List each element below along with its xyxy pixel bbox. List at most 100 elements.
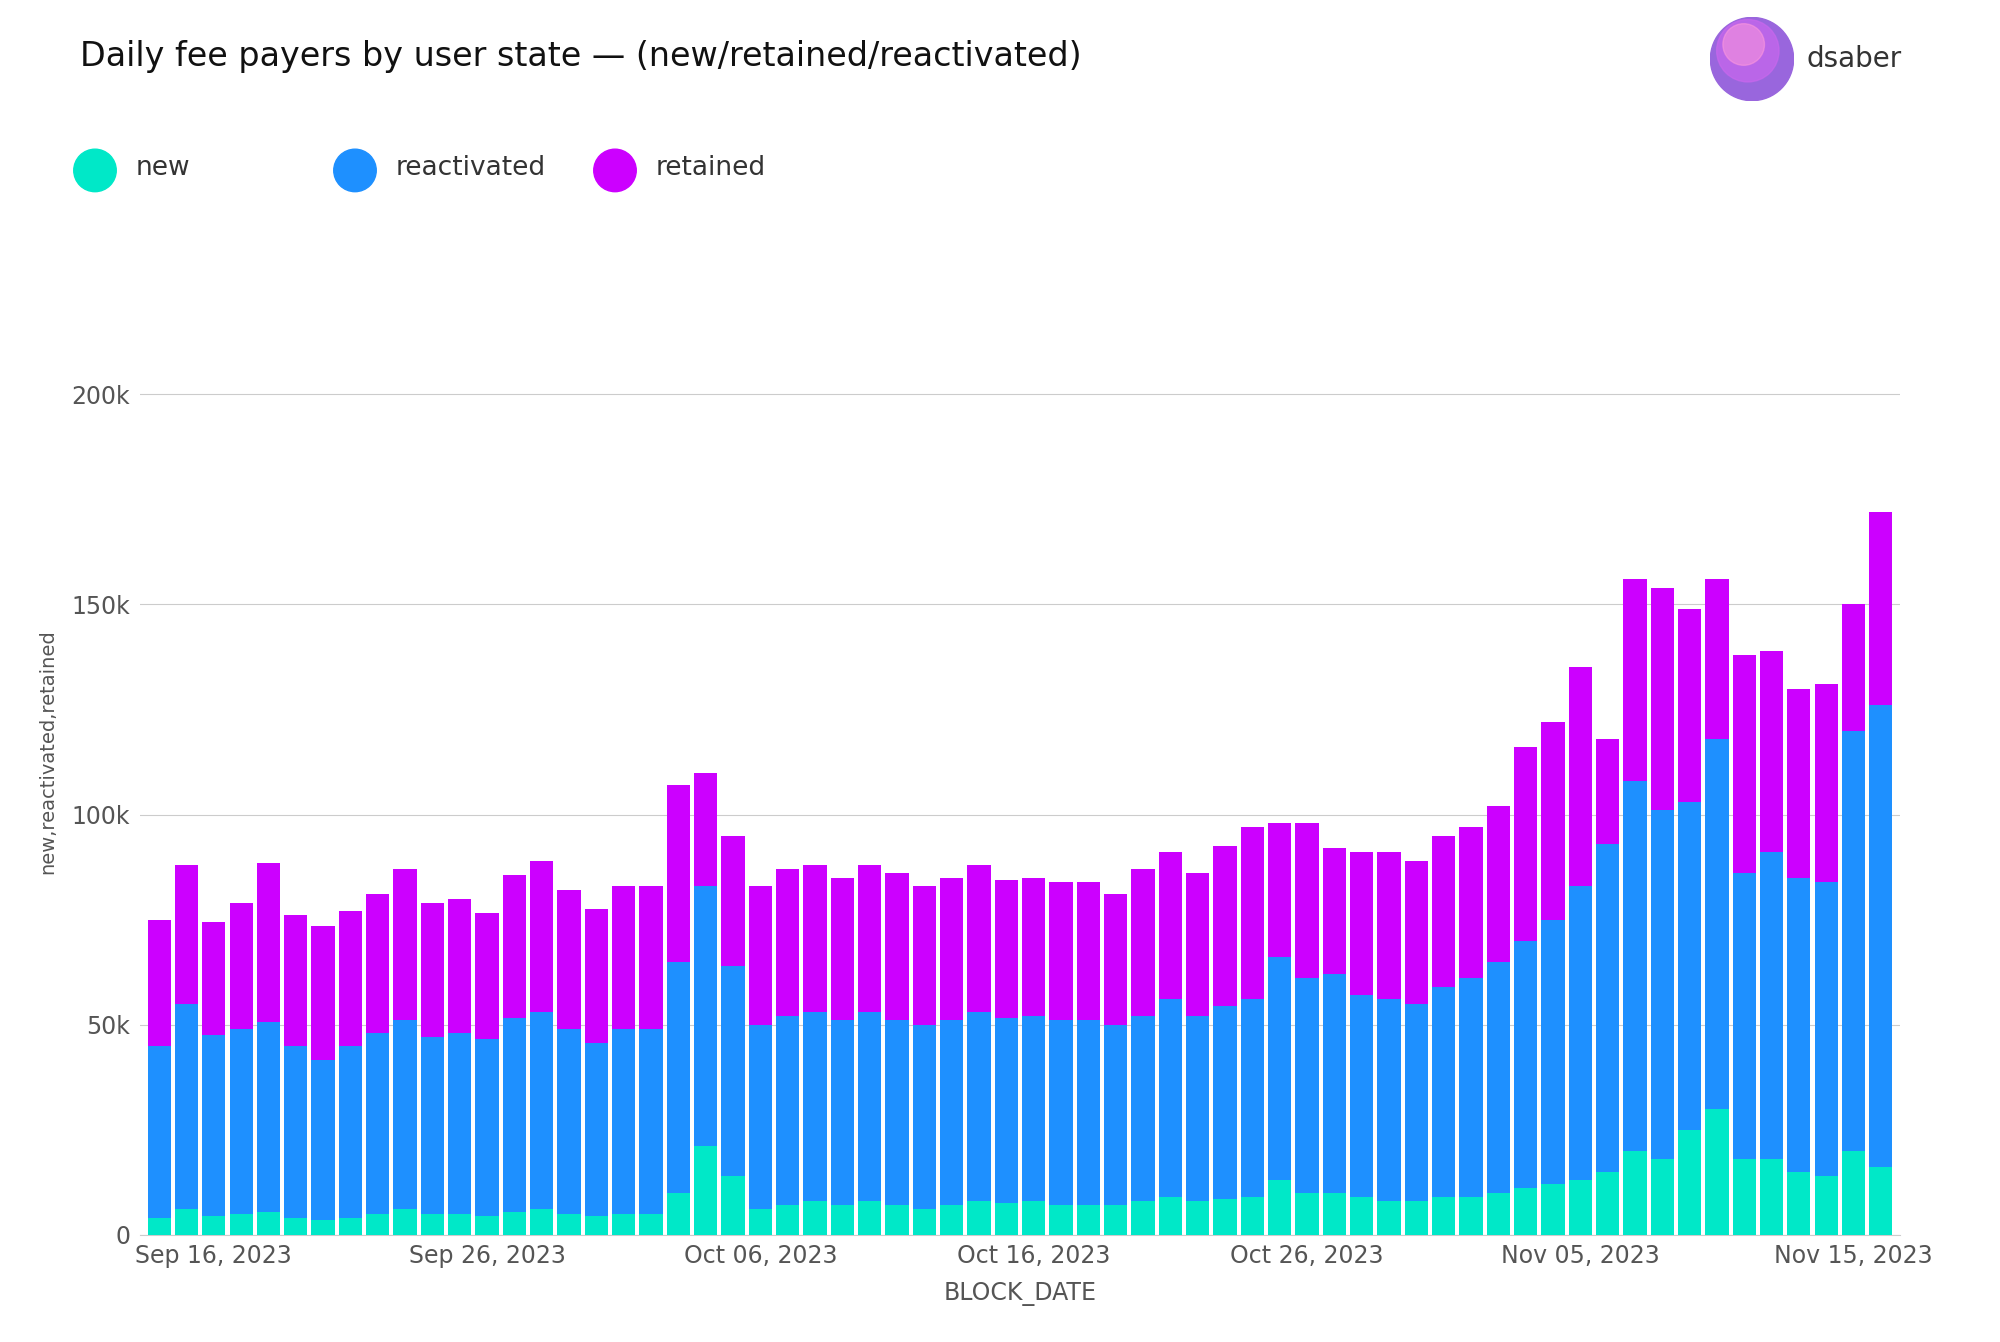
Y-axis label: new,reactivated,retained: new,reactivated,retained [38, 629, 58, 874]
Bar [1842, 730, 1866, 1150]
Bar [1022, 1201, 1046, 1235]
Bar [1650, 588, 1674, 811]
Bar [1214, 845, 1236, 1005]
Bar [1268, 823, 1292, 957]
Bar [694, 1146, 718, 1235]
Bar [1514, 1189, 1538, 1235]
Bar [338, 911, 362, 1045]
Circle shape [74, 149, 116, 192]
Bar [1350, 996, 1374, 1197]
Bar [1760, 651, 1784, 852]
Bar [1596, 1172, 1620, 1235]
Bar [174, 866, 198, 1004]
Bar [612, 1029, 636, 1213]
Bar [202, 922, 226, 1035]
Bar [776, 1205, 800, 1235]
Bar [722, 1176, 744, 1235]
Bar [1296, 1193, 1318, 1235]
Bar [640, 1213, 662, 1235]
Bar [476, 1039, 498, 1216]
Bar [968, 866, 990, 1012]
Bar [1760, 1159, 1784, 1235]
Bar [1104, 1024, 1128, 1205]
Bar [858, 866, 882, 1012]
Bar [1404, 1004, 1428, 1201]
Bar [748, 1209, 772, 1235]
Bar [1022, 1016, 1046, 1201]
Text: reactivated: reactivated [396, 154, 546, 181]
Bar [830, 1205, 854, 1235]
Bar [502, 1019, 526, 1212]
Bar [804, 866, 826, 1012]
Bar [558, 1213, 580, 1235]
Bar [1322, 1193, 1346, 1235]
Bar [148, 1217, 170, 1235]
Bar [804, 1012, 826, 1201]
Bar [886, 874, 908, 1020]
Circle shape [1722, 24, 1764, 66]
Bar [1132, 1016, 1154, 1201]
Bar [1240, 1197, 1264, 1235]
Bar [1650, 811, 1674, 1159]
Bar [1842, 1150, 1866, 1235]
Bar [1432, 986, 1456, 1197]
Bar [1706, 1108, 1728, 1235]
Bar [1788, 688, 1810, 878]
Bar [666, 785, 690, 962]
Bar [1076, 1020, 1100, 1205]
Bar [612, 1213, 636, 1235]
Bar [1624, 781, 1646, 1150]
Bar [912, 1024, 936, 1209]
Bar [1378, 852, 1400, 1000]
Bar [420, 903, 444, 1037]
Bar [338, 1045, 362, 1217]
Bar [1814, 1176, 1838, 1235]
Bar [994, 1019, 1018, 1204]
Text: new: new [136, 154, 190, 181]
Bar [940, 878, 964, 1020]
Bar [1486, 1193, 1510, 1235]
Circle shape [594, 149, 636, 192]
Bar [1760, 852, 1784, 1159]
Bar [776, 1016, 800, 1205]
Bar [640, 1029, 662, 1213]
Bar [722, 836, 744, 966]
Bar [1186, 1016, 1210, 1201]
Bar [148, 1045, 170, 1217]
Bar [448, 899, 472, 1033]
Circle shape [1716, 20, 1780, 82]
Bar [886, 1020, 908, 1205]
Bar [1050, 882, 1072, 1020]
Bar [1678, 609, 1702, 803]
Bar [502, 1212, 526, 1235]
Bar [1788, 878, 1810, 1172]
Bar [1542, 722, 1564, 919]
Bar [1186, 874, 1210, 1016]
Bar [1076, 1205, 1100, 1235]
Bar [230, 1029, 252, 1213]
Bar [256, 1212, 280, 1235]
Bar [584, 1216, 608, 1235]
Circle shape [1710, 17, 1794, 101]
Bar [476, 914, 498, 1039]
Bar [230, 1213, 252, 1235]
Text: dsaber: dsaber [1806, 46, 1902, 72]
Bar [1268, 1180, 1292, 1235]
Bar [1186, 1201, 1210, 1235]
Bar [1050, 1205, 1072, 1235]
Bar [202, 1035, 226, 1216]
Bar [366, 1033, 390, 1213]
Bar [1214, 1005, 1236, 1198]
Bar [1050, 1020, 1072, 1205]
Bar [1678, 1130, 1702, 1235]
Bar [776, 870, 800, 1016]
Bar [886, 1205, 908, 1235]
Bar [1158, 1197, 1182, 1235]
Bar [284, 915, 308, 1045]
Bar [1678, 803, 1702, 1130]
Circle shape [334, 149, 376, 192]
Bar [1650, 1159, 1674, 1235]
Bar [1378, 1201, 1400, 1235]
Bar [968, 1201, 990, 1235]
Bar [1706, 739, 1728, 1108]
